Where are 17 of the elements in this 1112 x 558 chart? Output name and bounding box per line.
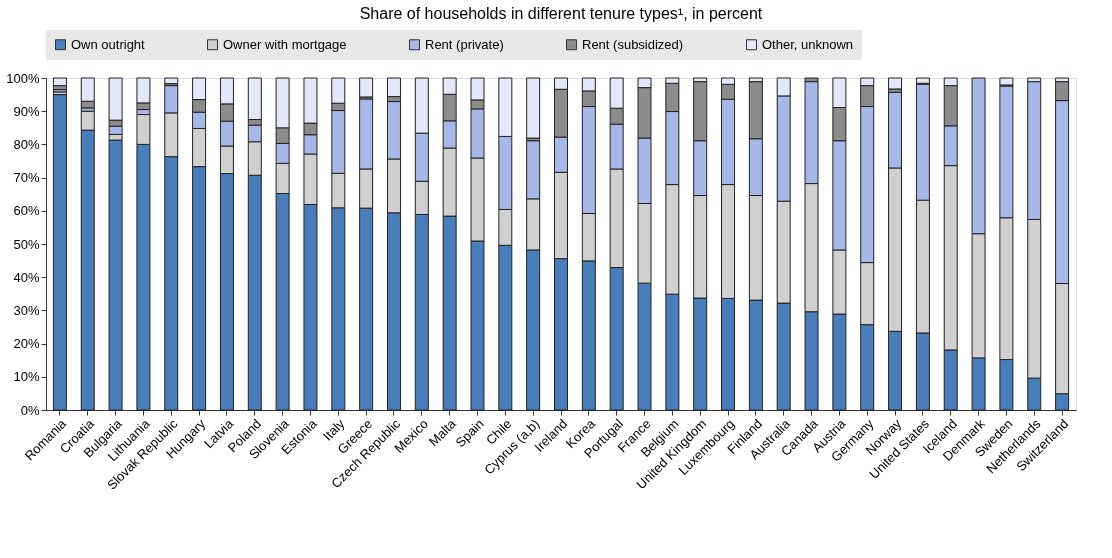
- y-tick-label: 0%: [20, 402, 40, 418]
- legend-label: Other, unknown: [762, 36, 854, 52]
- y-tick-label: 90%: [13, 103, 40, 119]
- y-tick-label: 10%: [13, 369, 40, 385]
- y-tick-label: 40%: [13, 269, 40, 285]
- y-tick-label: 30%: [13, 302, 40, 318]
- legend-label: Own outright: [71, 36, 146, 52]
- y-tick-label: 80%: [13, 136, 40, 152]
- y-tick-label: 50%: [13, 236, 40, 252]
- chart-title: Share of households in different tenure types¹, in percent: [359, 5, 763, 22]
- legend-label: Rent (private): [425, 36, 504, 52]
- legend-label: Rent (subsidized): [582, 36, 684, 52]
- y-tick-label: 20%: [13, 336, 40, 352]
- legend-label: Owner with mortgage: [223, 36, 347, 52]
- y-tick-label: 70%: [13, 170, 40, 186]
- y-tick-label: 60%: [13, 203, 40, 219]
- y-tick-label: 100%: [6, 70, 40, 86]
